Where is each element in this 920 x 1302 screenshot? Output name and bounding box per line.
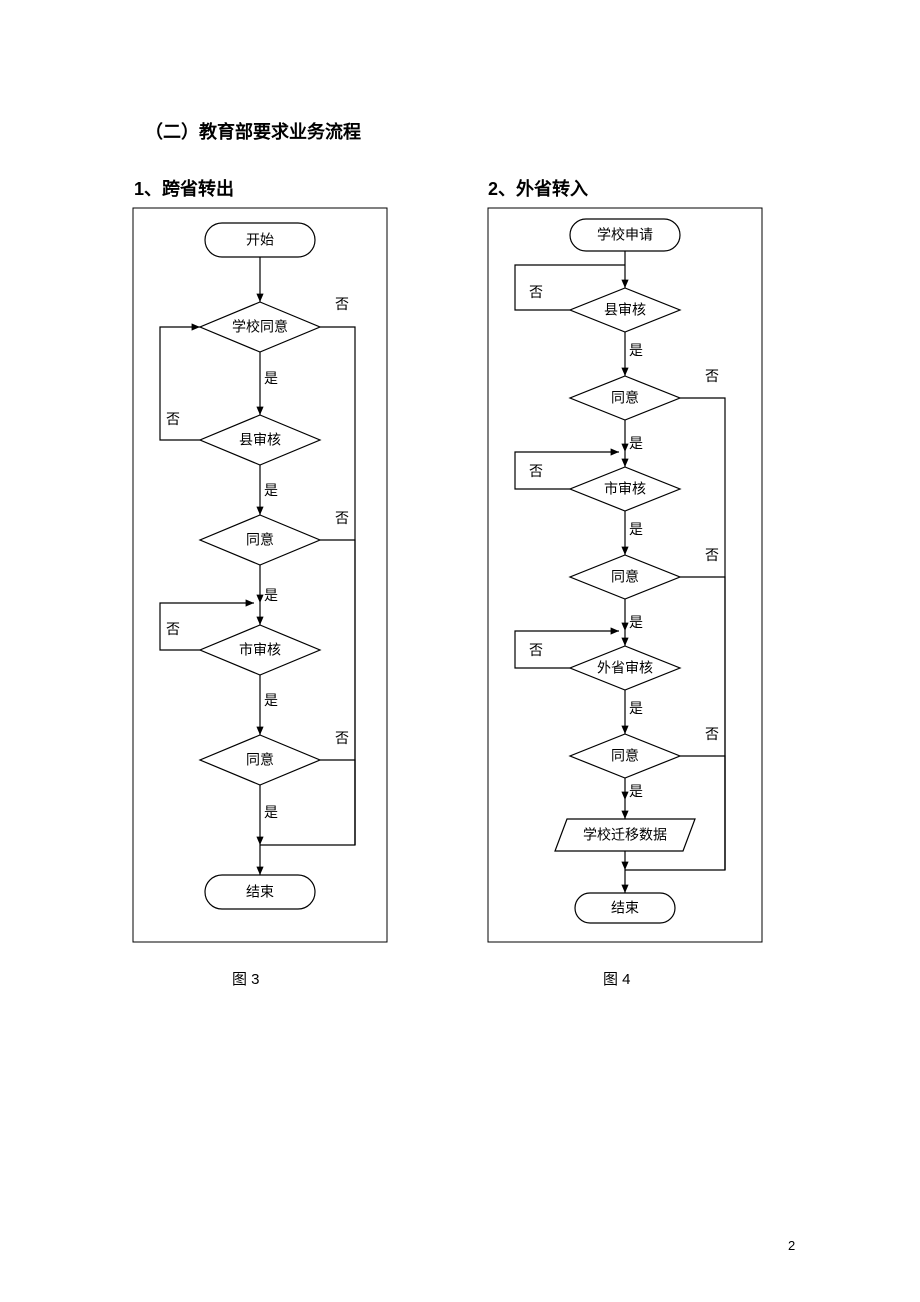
svg-text:同意: 同意 [611,748,639,764]
svg-text:外省审核: 外省审核 [597,660,653,676]
svg-text:结束: 结束 [246,884,274,900]
svg-text:否: 否 [529,642,543,658]
left-caption: 图 3 [232,968,260,989]
svg-text:否: 否 [705,368,719,384]
svg-text:同意: 同意 [611,390,639,406]
svg-text:否: 否 [335,510,349,526]
page-number: 2 [788,1238,795,1253]
svg-text:否: 否 [705,547,719,563]
flowchart-right: 是是是是是是否否否否否否学校申请县审核同意市审核同意外省审核同意学校迁移数据结束 [485,205,765,945]
svg-text:学校同意: 学校同意 [232,319,288,335]
svg-text:是: 是 [629,700,643,716]
svg-text:否: 否 [529,463,543,479]
svg-text:是: 是 [629,614,643,630]
svg-text:市审核: 市审核 [604,481,646,497]
svg-text:是: 是 [264,482,278,498]
svg-text:是: 是 [629,521,643,537]
svg-text:县审核: 县审核 [604,302,646,318]
svg-text:是: 是 [629,435,643,451]
svg-text:是: 是 [264,692,278,708]
right-caption: 图 4 [603,968,631,989]
svg-text:否: 否 [529,284,543,300]
svg-text:结束: 结束 [611,900,639,916]
svg-text:否: 否 [335,296,349,312]
svg-text:开始: 开始 [246,232,274,248]
section-title: （二）教育部要求业务流程 [145,118,361,144]
flowchart-left: 是是是是是否否否否否开始学校同意县审核同意市审核同意结束 [130,205,390,945]
svg-text:同意: 同意 [246,532,274,548]
svg-text:学校申请: 学校申请 [597,227,653,243]
svg-text:是: 是 [629,783,643,799]
svg-text:是: 是 [264,804,278,820]
svg-text:否: 否 [705,726,719,742]
right-flow-title: 2、外省转入 [488,175,588,201]
left-flow-title: 1、跨省转出 [134,175,234,201]
svg-text:县审核: 县审核 [239,432,281,448]
svg-text:否: 否 [166,621,180,637]
svg-text:同意: 同意 [611,569,639,585]
svg-text:是: 是 [264,587,278,603]
svg-text:市审核: 市审核 [239,642,281,658]
svg-text:否: 否 [335,730,349,746]
svg-text:是: 是 [264,370,278,386]
svg-text:同意: 同意 [246,752,274,768]
svg-text:是: 是 [629,342,643,358]
svg-text:学校迁移数据: 学校迁移数据 [583,827,667,843]
svg-text:否: 否 [166,411,180,427]
